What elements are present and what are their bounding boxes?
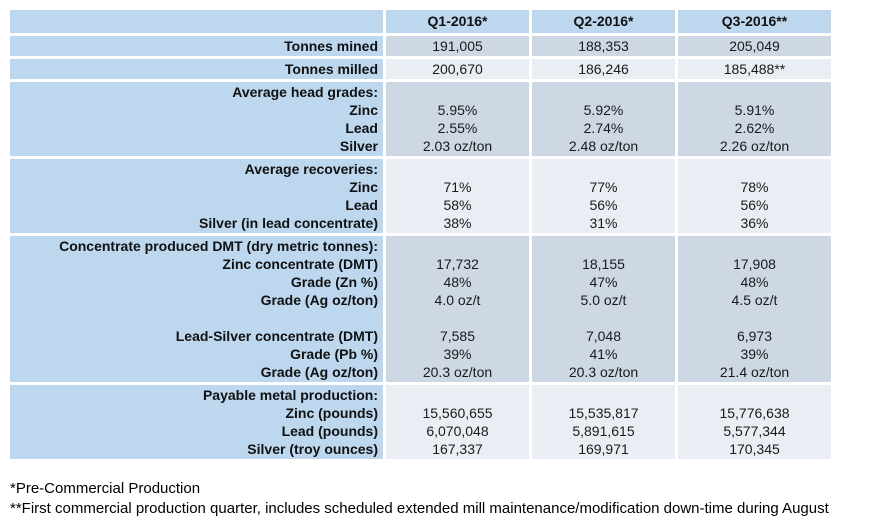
table-row-payable-metal-production: Payable metal production: Zinc (pounds) …	[10, 385, 831, 459]
footnote-pre-commercial: *Pre-Commercial Production	[10, 480, 201, 497]
table-row-tonnes-mined: Tonnes mined 191,005 188,353 205,049	[10, 36, 831, 56]
cell-payable-q1: 15,560,655 6,070,048 167,337	[386, 385, 529, 459]
cell-head-grades-q1: 5.95% 2.55% 2.03 oz/ton	[386, 82, 529, 156]
table-row-concentrate-produced: Concentrate produced DMT (dry metric ton…	[10, 236, 831, 382]
table-row-average-head-grades: Average head grades: Zinc Lead Silver 5.…	[10, 82, 831, 156]
production-table: Q1-2016* Q2-2016* Q3-2016** Tonnes mined…	[10, 10, 831, 459]
cell-payable-q3: 15,776,638 5,577,344 170,345	[678, 385, 831, 459]
table-header-row: Q1-2016* Q2-2016* Q3-2016**	[10, 10, 831, 33]
cell-tonnes-mined-q1: 191,005	[386, 36, 529, 56]
cell-recoveries-q3: 78% 56% 36%	[678, 159, 831, 233]
cell-tonnes-mined-q3: 205,049	[678, 36, 831, 56]
cell-concentrate-q2: 18,155 47% 5.0 oz/t 7,048 41% 20.3 oz/to…	[532, 236, 675, 382]
cell-concentrate-q3: 17,908 48% 4.5 oz/t 6,973 39% 21.4 oz/to…	[678, 236, 831, 382]
footnote-first-commercial-quarter: **First commercial production quarter, i…	[10, 500, 829, 517]
cell-tonnes-milled-q3: 185,488**	[678, 59, 831, 79]
cell-tonnes-mined-q2: 188,353	[532, 36, 675, 56]
cell-tonnes-milled-q1: 200,670	[386, 59, 529, 79]
row-label-tonnes-milled: Tonnes milled	[10, 59, 383, 79]
column-header-q2-2016: Q2-2016*	[532, 10, 675, 33]
row-label-average-recoveries: Average recoveries: Zinc Lead Silver (in…	[10, 159, 383, 233]
cell-head-grades-q3: 5.91% 2.62% 2.26 oz/ton	[678, 82, 831, 156]
cell-tonnes-milled-q2: 186,246	[532, 59, 675, 79]
column-header-empty	[10, 10, 383, 33]
column-header-q1-2016: Q1-2016*	[386, 10, 529, 33]
cell-recoveries-q2: 77% 56% 31%	[532, 159, 675, 233]
row-label-tonnes-mined: Tonnes mined	[10, 36, 383, 56]
table-row-average-recoveries: Average recoveries: Zinc Lead Silver (in…	[10, 159, 831, 233]
cell-concentrate-q1: 17,732 48% 4.0 oz/t 7,585 39% 20.3 oz/to…	[386, 236, 529, 382]
cell-head-grades-q2: 5.92% 2.74% 2.48 oz/ton	[532, 82, 675, 156]
row-label-concentrate-produced: Concentrate produced DMT (dry metric ton…	[10, 236, 383, 382]
column-header-q3-2016: Q3-2016**	[678, 10, 831, 33]
cell-recoveries-q1: 71% 58% 38%	[386, 159, 529, 233]
footnotes: *Pre-Commercial Production **First comme…	[10, 479, 829, 519]
cell-payable-q2: 15,535,817 5,891,615 169,971	[532, 385, 675, 459]
table-row-tonnes-milled: Tonnes milled 200,670 186,246 185,488**	[10, 59, 831, 79]
row-label-average-head-grades: Average head grades: Zinc Lead Silver	[10, 82, 383, 156]
row-label-payable-metal-production: Payable metal production: Zinc (pounds) …	[10, 385, 383, 459]
